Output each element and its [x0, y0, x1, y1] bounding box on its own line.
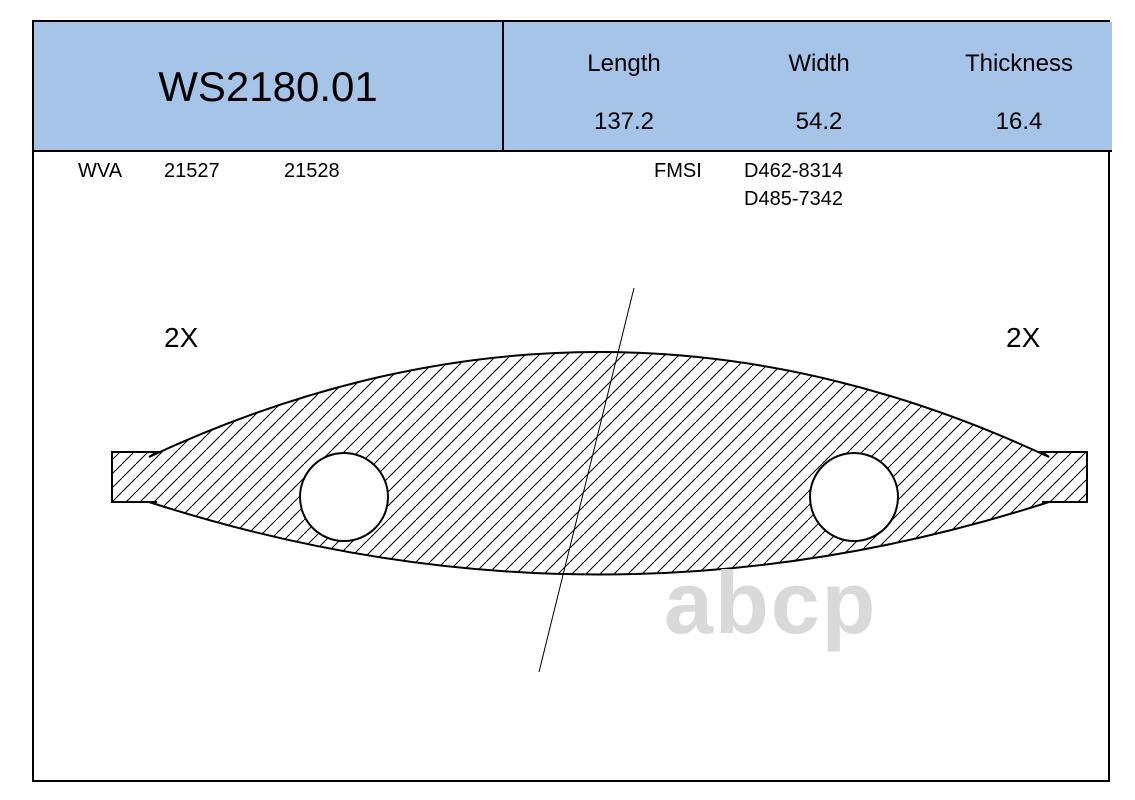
part-number-cell: WS2180.01 [34, 22, 504, 152]
wva-value: 21528 [284, 160, 340, 183]
dimension-column: Thickness 16.4 [919, 22, 1119, 152]
brake-pad-drawing [94, 282, 1104, 682]
dimension-label: Thickness [919, 50, 1119, 78]
dimension-label: Length [529, 50, 719, 78]
fmsi-label: FMSI [654, 160, 702, 183]
fmsi-value: D462-8314 [744, 160, 843, 183]
dimension-value: 16.4 [919, 108, 1119, 136]
spec-sheet: WS2180.01 Length137.2Width54.2Thickness1… [32, 20, 1110, 782]
dimension-value: 137.2 [529, 108, 719, 136]
dimensions-area: Length137.2Width54.2Thickness16.4 [504, 22, 1112, 152]
codes-row: WVA 21527 21528 FMSI D462-8314 D485-7342 [34, 152, 1112, 222]
dimension-value: 54.2 [734, 108, 904, 136]
header-row: WS2180.01 Length137.2Width54.2Thickness1… [34, 22, 1112, 152]
wva-value: 21527 [164, 160, 220, 183]
dimension-label: Width [734, 50, 904, 78]
part-number: WS2180.01 [158, 63, 377, 111]
fmsi-value: D485-7342 [744, 188, 843, 211]
dimension-column: Length 137.2 [529, 22, 719, 152]
wva-label: WVA [78, 160, 122, 183]
dimension-column: Width 54.2 [734, 22, 904, 152]
